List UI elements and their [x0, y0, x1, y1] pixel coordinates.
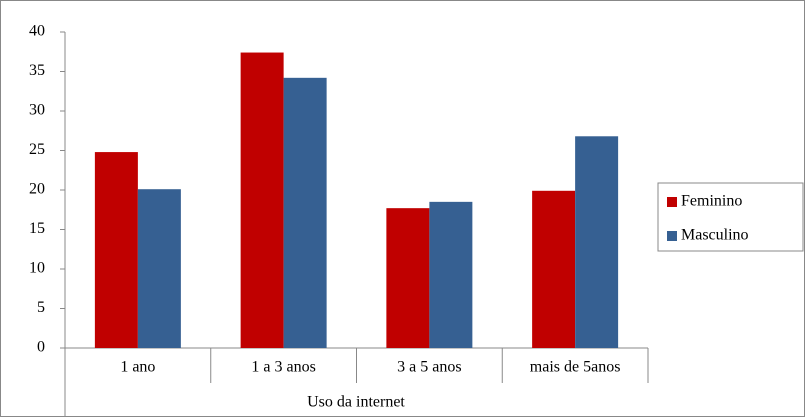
bar: [575, 136, 619, 348]
bar: [94, 152, 138, 348]
legend-label: Masculino: [681, 227, 749, 244]
x-tick-label: 1 ano: [120, 359, 155, 376]
legend-swatch: [667, 197, 677, 207]
x-tick-label: 3 a 5 anos: [397, 359, 461, 376]
y-tick-label: 10: [29, 260, 45, 277]
x-tick-label: 1 a 3 anos: [251, 359, 315, 376]
legend-swatch: [667, 231, 677, 241]
y-tick-label: 0: [37, 339, 45, 356]
legend-label: Feminino: [681, 193, 742, 210]
x-axis-label: Uso da internet: [307, 394, 405, 411]
bar: [137, 189, 181, 348]
y-tick-label: 25: [29, 141, 45, 158]
y-tick-label: 40: [29, 23, 45, 40]
x-tick-label: mais de 5anos: [530, 359, 621, 376]
y-tick-label: 30: [29, 102, 45, 119]
y-tick-label: 20: [29, 181, 45, 198]
y-tick-label: 5: [37, 299, 45, 316]
y-tick-label: 15: [29, 220, 45, 237]
y-tick-label: 35: [29, 62, 45, 79]
legend-box: [657, 182, 804, 252]
bar: [532, 190, 576, 348]
bar: [240, 52, 284, 348]
bar: [283, 77, 327, 348]
bar: [429, 201, 473, 348]
bar: [386, 208, 430, 348]
